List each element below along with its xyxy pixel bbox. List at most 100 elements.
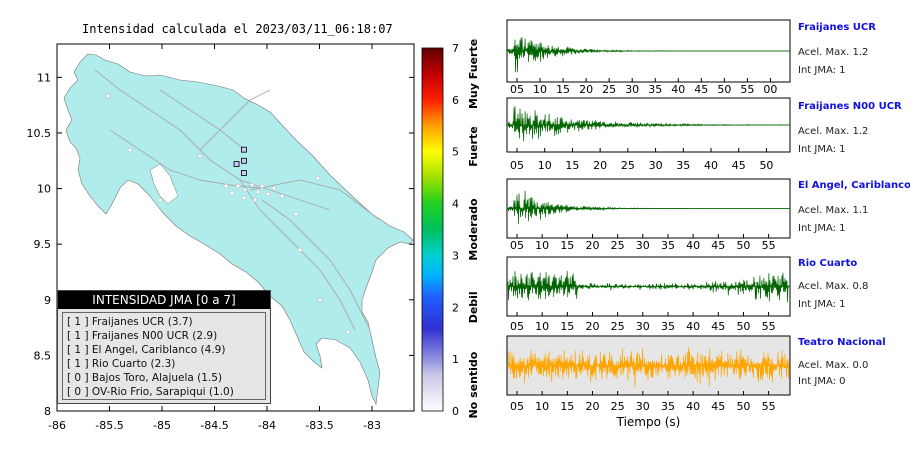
intensity-legend: INTENSIDAD JMA [0 a 7] [ 1 ] Fraijanes U… [57,290,271,404]
colorbar-category: Debil [467,291,480,323]
time-tick-label: 15 [560,400,574,413]
time-tick-label: 05 [510,83,524,96]
colorbar-tick: 6 [452,94,459,107]
station-int: Int JMA: 1 [798,223,846,234]
colorbar-category: No sentido [467,351,480,418]
colorbar-category: Moderado [467,198,480,261]
time-tick-label: 30 [649,159,663,172]
station-acel: Acel. Max. 1.2 [798,47,869,58]
legend-entry: [ 1 ] Fraijanes UCR (3.7) [67,316,193,328]
colorbar-category: Muy Fuerte [467,39,480,109]
waveform-panel: 05 10 15 20 25 30 35 40 45 50 55 [506,335,791,413]
time-tick-label: 10 [533,83,547,96]
time-tick-label: 45 [711,320,725,333]
lon-tick-label: -84 [258,419,276,432]
time-tick-label: 25 [611,320,625,333]
colorbar: 0 1 2 3 4 5 6 7 No sentido Debil Moderado Fuerte Muy… [421,39,480,419]
time-tick-label: 00 [763,83,777,96]
station-int: Int JMA: 0 [798,376,846,387]
station-name: Teatro Nacional [798,337,886,348]
time-tick-label: 10 [538,159,552,172]
time-tick-label: 50 [759,159,773,172]
time-axis-label: Tiempo (s) [616,415,681,429]
colorbar-tick: 2 [452,301,459,314]
time-tick-label: 45 [732,159,746,172]
lon-tick-label: -84.5 [200,419,228,432]
time-tick-label: 55 [762,320,776,333]
city-dots [105,93,351,335]
time-tick-label: 50 [736,320,750,333]
time-tick-label: 35 [648,83,662,96]
time-tick-label: 20 [579,83,593,96]
waveform-panel: 05 10 15 20 25 30 35 40 45 50 55 00 [506,19,791,96]
time-tick-label: 05 [510,159,524,172]
time-tick-label: 35 [676,159,690,172]
station-marker [233,161,240,168]
legend-entry: [ 0 ] Bajos Toro, Alajuela (1.5) [67,372,223,384]
colorbar-tick: 3 [452,249,459,262]
time-tick-label: 15 [556,83,570,96]
waveform-trace [507,270,790,303]
colorbar-tick: 5 [452,146,459,159]
time-tick-label: 45 [711,400,725,413]
time-tick-label: 55 [740,83,754,96]
time-tick-label: 50 [736,400,750,413]
station-int: Int JMA: 1 [798,65,846,76]
colorbar-tick: 0 [452,405,459,418]
time-tick-label: 30 [636,400,650,413]
legend-entries: [ 1 ] Fraijanes UCR (3.7) [ 1 ] Fraijane… [62,312,266,400]
lat-tick-label: 9 [44,294,51,307]
time-tick-label: 10 [535,320,549,333]
lon-tick-label: -85 [153,419,171,432]
time-tick-label: 40 [686,320,700,333]
time-tick-label: 15 [565,159,579,172]
station-acel: Acel. Max. 1.2 [798,126,869,137]
time-tick-label: 20 [593,159,607,172]
station-markers [233,146,247,176]
lon-tick-label: -83.5 [305,419,333,432]
lat-tick-label: 10.5 [27,127,52,140]
lon-tick-label: -83 [363,419,381,432]
waveform-panel: 05 10 15 20 25 30 35 40 45 50 55 [506,178,791,252]
legend-entry: [ 0 ] OV-Rio Frio, Sarapiqui (1.0) [67,386,234,398]
time-tick-label: 55 [762,239,776,252]
time-tick-label: 35 [661,400,675,413]
time-tick-label: 30 [636,239,650,252]
time-tick-label: 05 [510,320,524,333]
colorbar-tick: 7 [452,42,459,55]
station-name: Fraijanes N00 UCR [798,101,902,112]
lon-tick-label: -85.5 [95,419,123,432]
time-tick-label: 35 [661,320,675,333]
time-tick-label: 25 [611,239,625,252]
station-name: Fraijanes UCR [798,22,876,33]
time-tick-label: 50 [736,239,750,252]
map-axes: -86 -85.5 -85 -84.5 -84 -83.5 -83 11 10.5 10 9.5 9 8… [27,44,414,432]
station-acel: Acel. Max. 1.1 [798,205,869,216]
legend-entry: [ 1 ] El Angel, Cariblanco (4.9) [67,344,226,356]
colorbar-category: Fuerte [467,126,480,166]
time-tick-label: 40 [686,239,700,252]
waveform-panel: 05 10 15 20 25 30 35 40 45 50 [506,97,791,172]
station-name: El Angel, Cariblanco [798,180,910,191]
time-tick-label: 20 [585,320,599,333]
time-tick-label: 40 [686,400,700,413]
time-tick-label: 15 [560,320,574,333]
time-tick-label: 35 [661,239,675,252]
colorbar-gradient [421,47,444,412]
lat-tick-label: 8 [44,405,51,418]
station-marker [240,146,247,153]
time-tick-label: 05 [510,239,524,252]
lat-tick-label: 8.5 [34,349,52,362]
lat-tick-label: 9.5 [34,238,52,251]
time-tick-label: 40 [704,159,718,172]
station-acel: Acel. Max. 0.0 [798,360,869,371]
time-tick-label: 25 [611,400,625,413]
time-tick-label: 30 [625,83,639,96]
time-tick-label: 30 [636,320,650,333]
lat-tick-label: 11 [37,71,51,84]
time-tick-label: 10 [535,239,549,252]
legend-title: INTENSIDAD JMA [0 a 7] [58,291,270,309]
time-tick-label: 15 [560,239,574,252]
time-tick-label: 25 [621,159,635,172]
